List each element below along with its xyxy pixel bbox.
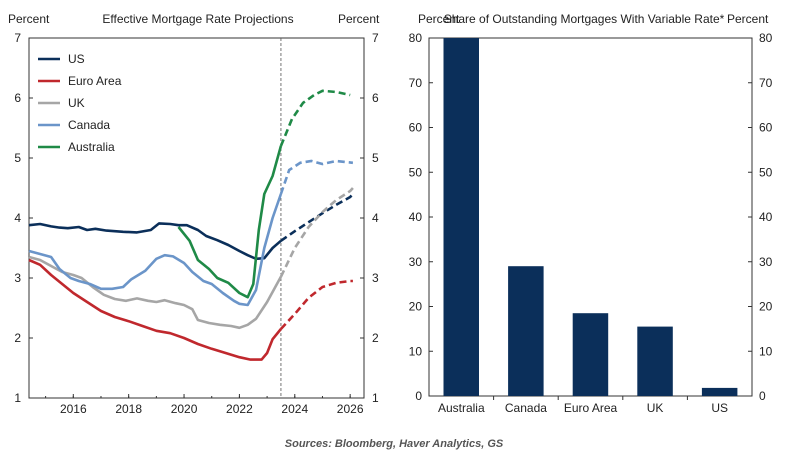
left-ytick-label-right: 5 — [372, 151, 379, 165]
right-ytick-label: 0 — [415, 389, 422, 403]
series-forecast-uk — [279, 187, 354, 278]
left-chart-title: Effective Mortgage Rate Projections — [102, 12, 293, 26]
left-xtick-label: 2016 — [60, 402, 87, 416]
series-forecast-euro-area — [279, 279, 353, 330]
right-ytick-label: 80 — [409, 31, 423, 45]
series-forecast-us — [280, 193, 354, 242]
right-ytick-label-right: 60 — [759, 121, 773, 135]
bar-chart-variable-rate-share: Percent Share of Outstanding Mortgages W… — [409, 12, 773, 415]
bar-australia — [443, 38, 479, 396]
left-ytick-label: 5 — [14, 151, 21, 165]
right-ytick-label-right: 0 — [759, 389, 766, 403]
series-line-canada — [28, 193, 283, 307]
left-xtick-label: 2018 — [115, 402, 142, 416]
right-chart-ylabel-left: Percent — [418, 12, 460, 26]
right-ytick-label: 20 — [409, 300, 423, 314]
right-ytick-label-right: 70 — [759, 76, 773, 90]
legend-label-australia: Australia — [68, 140, 115, 154]
left-xtick-label: 2020 — [171, 402, 198, 416]
left-ytick-label-right: 4 — [372, 211, 379, 225]
legend-label-us: US — [68, 52, 85, 66]
left-ytick-label: 4 — [14, 211, 21, 225]
left-xtick-label: 2026 — [337, 402, 364, 416]
legend-label-canada: Canada — [68, 118, 110, 132]
bar-label-us: US — [711, 401, 728, 415]
left-ytick-label: 7 — [14, 31, 21, 45]
right-ytick-label: 30 — [409, 255, 423, 269]
series-line-euro-area — [28, 258, 282, 361]
right-ytick-label: 50 — [409, 165, 423, 179]
right-ytick-label: 70 — [409, 76, 423, 90]
right-ytick-label-right: 50 — [759, 165, 773, 179]
left-chart-ylabel-left: Percent — [8, 12, 50, 26]
right-chart-title: Share of Outstanding Mortgages With Vari… — [444, 12, 725, 26]
left-ytick-label-right: 1 — [372, 391, 379, 405]
series-forecast-australia — [279, 89, 351, 147]
left-ytick-label: 3 — [14, 271, 21, 285]
bar-canada — [508, 266, 544, 396]
left-ytick-label: 2 — [14, 331, 21, 345]
right-ytick-label: 40 — [409, 210, 423, 224]
bar-uk — [637, 326, 673, 396]
series-line-australia — [177, 145, 283, 299]
left-ytick-label-right: 2 — [372, 331, 379, 345]
series-line-uk — [28, 255, 283, 330]
legend: US Euro Area UK Canada Australia — [38, 52, 122, 154]
bar-us — [701, 387, 738, 396]
bar-label-euro-area: Euro Area — [564, 401, 618, 415]
right-ytick-label-right: 80 — [759, 31, 773, 45]
left-xtick-label: 2024 — [281, 402, 308, 416]
left-ytick-label: 6 — [14, 91, 21, 105]
bar-label-canada: Canada — [505, 401, 547, 415]
line-chart-mortgage-rates: Percent Effective Mortgage Rate Projecti… — [8, 12, 380, 416]
bar-label-australia: Australia — [438, 401, 485, 415]
left-xtick-label: 2022 — [226, 402, 253, 416]
left-chart-ylabel-right: Percent — [338, 12, 380, 26]
right-ytick-label: 60 — [409, 121, 423, 135]
right-ytick-label-right: 40 — [759, 210, 773, 224]
right-ytick-label: 10 — [409, 344, 423, 358]
legend-label-euro-area: Euro Area — [68, 74, 122, 88]
right-ytick-label-right: 10 — [759, 344, 773, 358]
legend-label-uk: UK — [68, 96, 85, 110]
bar-euro-area — [572, 313, 609, 396]
left-ytick-label-right: 6 — [372, 91, 379, 105]
right-chart-ylabel-right: Percent — [727, 12, 769, 26]
left-ytick-label: 1 — [14, 391, 21, 405]
left-ytick-label-right: 7 — [372, 31, 379, 45]
source-note: Sources: Bloomberg, Haver Analytics, GS — [284, 438, 504, 450]
bar-label-uk: UK — [647, 401, 664, 415]
right-ytick-label-right: 20 — [759, 300, 773, 314]
left-ytick-label-right: 3 — [372, 271, 379, 285]
right-ytick-label-right: 30 — [759, 255, 773, 269]
series-forecast-canada — [279, 159, 354, 195]
series-line-us — [28, 222, 282, 261]
